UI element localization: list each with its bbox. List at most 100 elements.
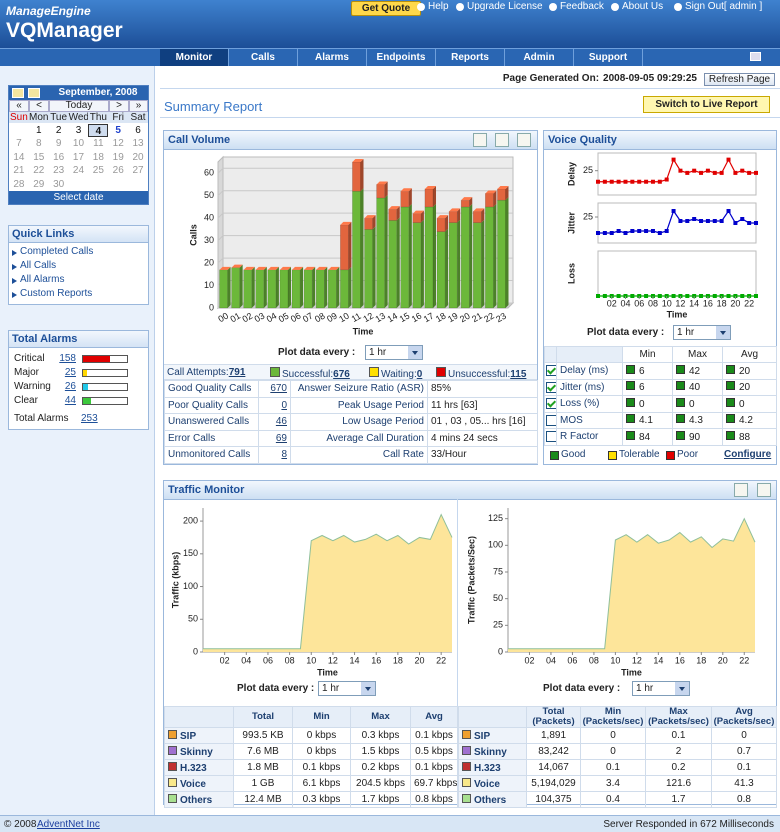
alarm-count[interactable]: 158 xyxy=(59,353,76,364)
chart-type-icon[interactable] xyxy=(517,133,531,147)
calendar-button[interactable]: Today xyxy=(49,100,109,112)
switch-live-button[interactable]: Switch to Live Report xyxy=(643,96,770,113)
header-link[interactable]: Help xyxy=(428,1,449,12)
x-tick-label: 19 xyxy=(446,311,460,325)
plot-every-select[interactable]: 1 hr xyxy=(632,681,690,696)
calendar-day[interactable]: 9 xyxy=(55,138,62,150)
calendar-day[interactable]: 2 xyxy=(55,125,62,136)
alarm-count[interactable]: 26 xyxy=(64,381,76,392)
header-link[interactable]: Feedback xyxy=(560,1,604,12)
quick-link[interactable]: All Alarms xyxy=(20,274,65,285)
summary-value[interactable]: 676 xyxy=(333,369,350,380)
nav-tab[interactable]: Admin xyxy=(505,49,574,66)
calendar-day[interactable]: 22 xyxy=(33,165,45,177)
calendar-day[interactable]: 10 xyxy=(72,138,85,150)
chart-type-icon[interactable] xyxy=(734,483,748,497)
count-value[interactable]: 0 xyxy=(258,396,291,414)
calendar-day[interactable]: 5 xyxy=(115,125,121,136)
panel-title: Call Volume xyxy=(168,134,231,146)
calendar-day[interactable]: 24 xyxy=(72,165,85,177)
plot-every-label: Plot data every : xyxy=(543,683,621,694)
quality-cell: 20 xyxy=(722,378,777,396)
plot-every-select[interactable]: 1 hr xyxy=(365,345,423,360)
chart-type-icon[interactable] xyxy=(473,133,487,147)
plot-every-select[interactable]: 1 hr xyxy=(673,325,731,340)
quick-link[interactable]: All Calls xyxy=(20,260,57,271)
header-link[interactable]: About Us xyxy=(622,1,664,12)
calendar-day[interactable]: 12 xyxy=(112,138,124,150)
calendar-day[interactable]: 19 xyxy=(112,151,124,163)
calendar-button[interactable]: < xyxy=(29,100,49,112)
count-value[interactable]: 670 xyxy=(258,380,291,398)
nav-tab[interactable]: Support xyxy=(574,49,643,66)
calendar-day[interactable]: 20 xyxy=(132,151,144,163)
brand: ManageEngine xyxy=(6,4,91,18)
company-link[interactable]: AdventNet Inc xyxy=(37,819,100,830)
calendar-day[interactable]: 6 xyxy=(135,125,141,136)
checkbox[interactable] xyxy=(546,414,556,426)
calendar-day[interactable]: 4 xyxy=(88,124,109,137)
nav-tab[interactable]: Alarms xyxy=(298,49,367,66)
alarm-count[interactable]: 44 xyxy=(64,395,76,406)
calendar-day[interactable]: 21 xyxy=(13,165,25,177)
chart-type-icon[interactable] xyxy=(757,483,771,497)
calendar-day[interactable]: 26 xyxy=(112,165,124,177)
nav-tab[interactable]: Calls xyxy=(229,49,298,66)
calendar-button[interactable]: > xyxy=(109,100,129,112)
checkbox[interactable] xyxy=(546,398,556,410)
calendar-day[interactable]: 15 xyxy=(33,151,45,163)
calendar-icon[interactable] xyxy=(28,88,40,98)
calendar-day[interactable]: 8 xyxy=(35,138,42,150)
calendar-day[interactable]: 1 xyxy=(35,125,42,136)
panel-header xyxy=(544,131,776,150)
refresh-button[interactable]: Refresh Page xyxy=(704,73,775,86)
x-axis-label: Time xyxy=(317,667,338,677)
calendar-day[interactable]: 18 xyxy=(92,151,104,163)
quick-link[interactable]: Completed Calls xyxy=(20,246,94,257)
configure-link[interactable]: Configure xyxy=(724,449,772,460)
count-value[interactable]: 8 xyxy=(258,446,291,464)
nav-tab[interactable]: Endpoints xyxy=(367,49,436,66)
calendar-day[interactable]: 28 xyxy=(13,178,25,190)
select-date-button[interactable]: Select date xyxy=(9,191,148,204)
checkbox[interactable] xyxy=(546,381,556,393)
calendar-day[interactable]: 30 xyxy=(53,178,65,190)
calendar-icon[interactable] xyxy=(12,88,24,98)
print-icon[interactable] xyxy=(750,52,761,61)
checkbox[interactable] xyxy=(546,365,556,377)
calendar-day[interactable]: 27 xyxy=(132,165,144,177)
summary-value[interactable]: 0 xyxy=(416,369,423,380)
header-link[interactable]: Upgrade License xyxy=(467,1,543,12)
alarm-total[interactable]: 253 xyxy=(81,413,98,424)
traffic-cell: 0.8 kbps xyxy=(410,791,458,808)
count-value[interactable]: 46 xyxy=(258,413,291,431)
count-value[interactable]: 69 xyxy=(258,429,291,447)
alarm-count[interactable]: 25 xyxy=(64,367,76,378)
calendar-day[interactable]: 11 xyxy=(93,138,104,150)
get-quote-button[interactable]: Get Quote xyxy=(351,1,421,16)
calendar-day[interactable]: 25 xyxy=(92,165,104,177)
calendar-day[interactable]: 16 xyxy=(53,151,65,163)
calendar-button[interactable]: « xyxy=(9,100,29,112)
quick-link[interactable]: Custom Reports xyxy=(20,288,93,299)
summary-value[interactable]: 115 xyxy=(510,369,527,380)
calendar-day[interactable]: 7 xyxy=(16,138,22,150)
header-link[interactable]: Sign Out[ admin ] xyxy=(685,1,763,12)
calendar-day[interactable]: 17 xyxy=(72,151,85,163)
calendar-day[interactable]: 14 xyxy=(13,151,25,163)
calendar-day[interactable]: 29 xyxy=(33,178,45,190)
plot-every-select[interactable]: 1 hr xyxy=(318,681,376,696)
calendar-day[interactable]: 3 xyxy=(75,125,82,136)
checkbox[interactable] xyxy=(546,431,556,443)
chart-type-icon[interactable] xyxy=(495,133,509,147)
calendar-button[interactable]: » xyxy=(129,100,148,112)
nav-tab[interactable]: Reports xyxy=(436,49,505,66)
y-axis-label: Loss xyxy=(566,263,576,284)
protocol-swatch xyxy=(462,793,471,803)
summary-value[interactable]: 791 xyxy=(228,367,246,378)
count-label: Good Quality Calls xyxy=(164,380,259,398)
calendar-day[interactable]: 23 xyxy=(53,165,65,177)
nav-tab[interactable]: Monitor xyxy=(160,49,229,66)
calendar-day[interactable]: 13 xyxy=(132,138,144,150)
legend-label: Poor xyxy=(677,449,699,460)
